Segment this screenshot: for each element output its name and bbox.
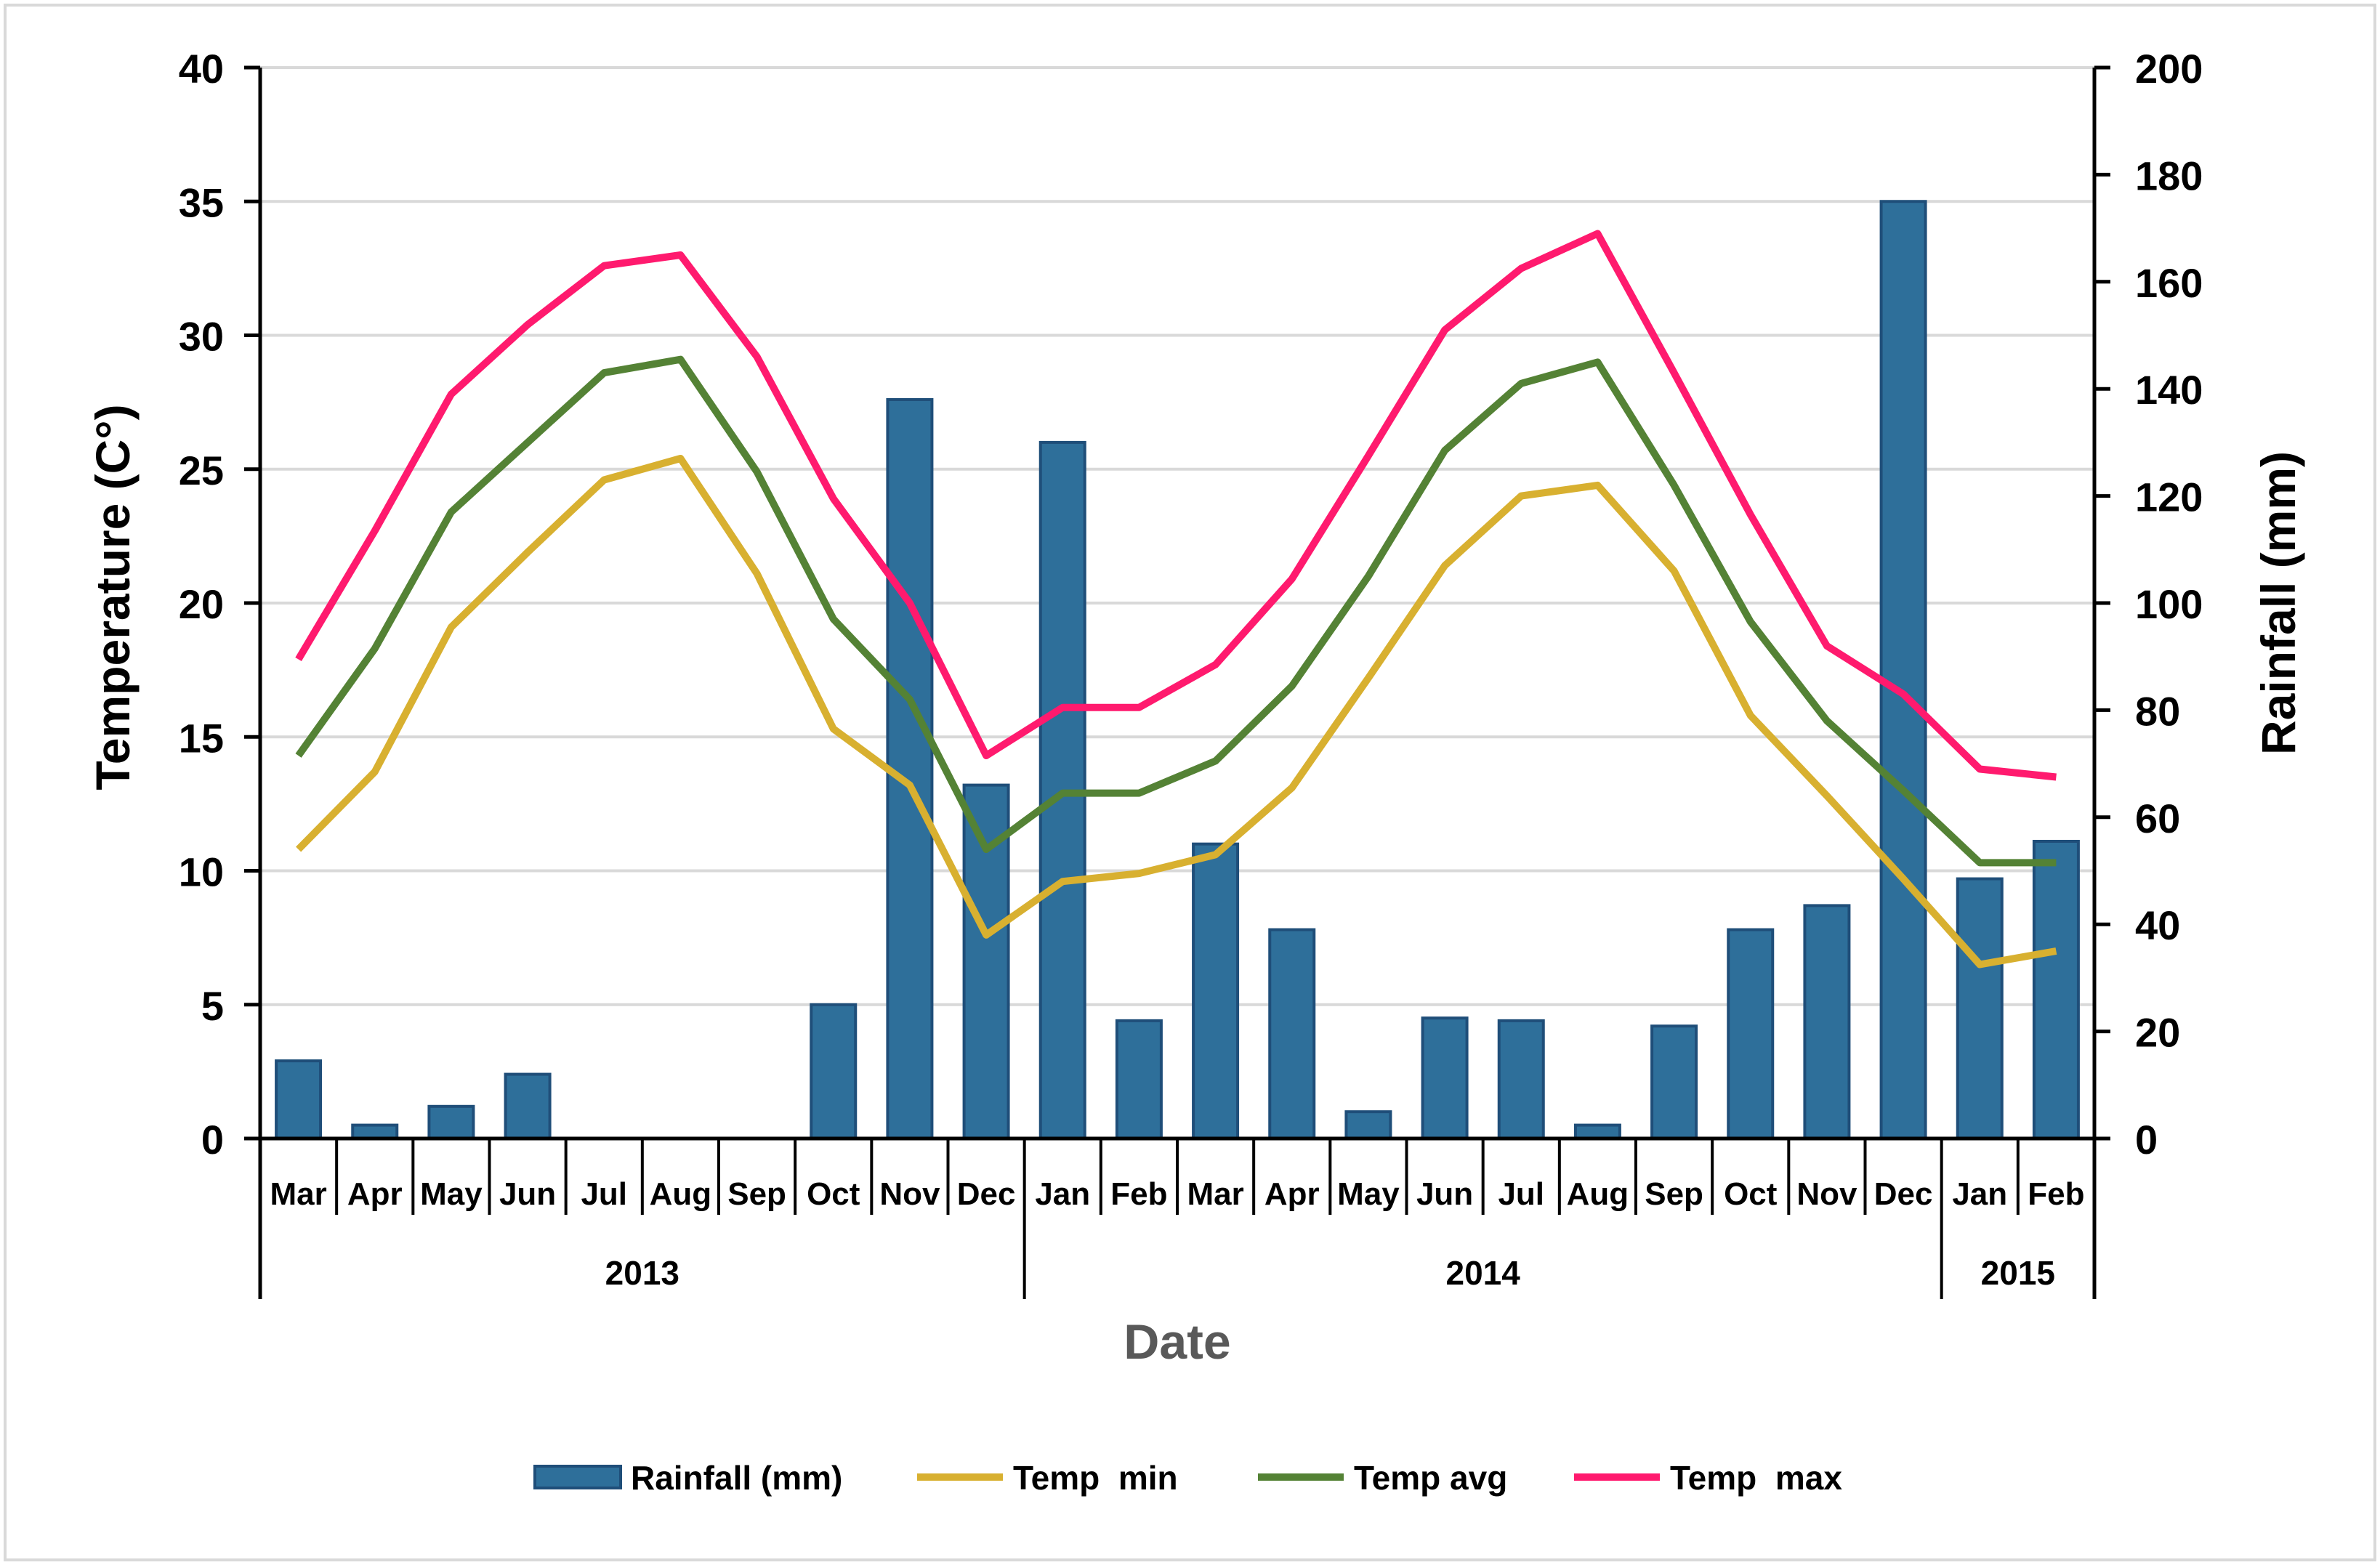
- right-axis-title: Rainfall (mm): [2251, 451, 2305, 755]
- left-tick-label: 20: [179, 581, 224, 627]
- month-label: Oct: [1724, 1176, 1778, 1212]
- legend-label: Temp min: [1013, 1459, 1178, 1497]
- right-tick-label: 160: [2135, 260, 2203, 306]
- right-axis-ticks: 0 20 40 60 80 100 120 140 160 180 200: [2094, 46, 2203, 1162]
- month-label: Jun: [1416, 1176, 1473, 1212]
- month-label: Dec: [957, 1176, 1016, 1212]
- series-line-temp-min: [296, 455, 2057, 968]
- x-axis-category-labels: Mar Apr May Jun Jul Aug Sep Oct Nov Dec Jan Feb Mar A…: [270, 1176, 2084, 1212]
- month-label: Nov: [879, 1176, 940, 1212]
- year-label: 2014: [1445, 1254, 1520, 1292]
- rainfall-bar: [1879, 200, 1927, 1140]
- month-label: Dec: [1874, 1176, 1933, 1212]
- right-tick-label: 120: [2135, 474, 2203, 520]
- series-line-temp-avg: [295, 355, 2057, 867]
- right-tick-label: 0: [2135, 1117, 2158, 1162]
- year-label: 2013: [605, 1254, 679, 1292]
- rainfall-bar: [1344, 1110, 1392, 1141]
- rainfall-bar: [1650, 1024, 1698, 1140]
- rainfall-bar: [1573, 1123, 1621, 1140]
- left-axis-title: Temperature (C°): [86, 404, 140, 790]
- month-label: Feb: [2028, 1176, 2084, 1212]
- rainfall-bar: [1421, 1016, 1469, 1141]
- left-tick-label: 35: [179, 179, 224, 225]
- rainfall-bar: [1956, 877, 2004, 1141]
- month-label: Mar: [270, 1176, 326, 1212]
- rainfall-bar: [504, 1072, 552, 1141]
- right-tick-label: 200: [2135, 46, 2203, 92]
- rainfall-bar: [1497, 1019, 1545, 1140]
- legend: Rainfall (mm) Temp min Temp avg Temp max: [533, 1459, 1842, 1497]
- month-label: Sep: [727, 1176, 786, 1212]
- rainfall-bar: [275, 1059, 323, 1141]
- right-tick-label: 140: [2135, 367, 2203, 413]
- month-label: Apr: [347, 1176, 403, 1212]
- month-label: Aug: [1567, 1176, 1629, 1212]
- rainfall-bar: [1268, 928, 1316, 1140]
- month-label: Jul: [581, 1176, 627, 1212]
- series-line-temp-max: [295, 230, 2057, 781]
- rainfall-bar: [351, 1123, 399, 1140]
- gridlines: [260, 66, 2094, 1006]
- left-axis-ticks: 0 5 10 15 20 25 30 35 40: [179, 46, 260, 1162]
- rainfall-bar: [1192, 842, 1240, 1141]
- rainfall-bar: [810, 1003, 858, 1140]
- legend-label: Temp avg: [1354, 1459, 1507, 1497]
- rainfall-bar: [1115, 1019, 1163, 1140]
- rainfall-bars: [275, 200, 2080, 1141]
- rainfall-bar: [427, 1104, 475, 1141]
- legend-swatch-rainfall: [533, 1465, 622, 1489]
- right-tick-label: 60: [2135, 796, 2180, 841]
- right-tick-label: 20: [2135, 1010, 2180, 1056]
- month-label: Jul: [1498, 1176, 1544, 1212]
- month-label: Nov: [1796, 1176, 1857, 1212]
- month-label: May: [1337, 1176, 1400, 1212]
- right-tick-label: 180: [2135, 153, 2203, 198]
- right-tick-label: 40: [2135, 902, 2180, 948]
- month-label: Jun: [499, 1176, 556, 1212]
- chart-border: [4, 4, 2376, 1561]
- x-axis-year-labels: 2013 2014 2015: [605, 1254, 2055, 1292]
- legend-label: Rainfall (mm): [631, 1459, 842, 1497]
- rainfall-bar: [886, 397, 934, 1140]
- left-tick-label: 5: [201, 983, 224, 1029]
- left-tick-label: 30: [179, 314, 224, 360]
- month-label: Aug: [650, 1176, 712, 1212]
- temperature-lines: [295, 230, 2057, 968]
- month-label: Feb: [1110, 1176, 1167, 1212]
- rainfall-bar: [1727, 928, 1775, 1140]
- legend-label: Temp max: [1670, 1459, 1842, 1497]
- right-tick-label: 100: [2135, 581, 2203, 627]
- left-tick-label: 40: [179, 46, 224, 92]
- month-label: Oct: [807, 1176, 860, 1212]
- month-label: Mar: [1187, 1176, 1243, 1212]
- axes: [258, 68, 2097, 1299]
- month-label: Apr: [1264, 1176, 1320, 1212]
- x-axis-title: Date: [1124, 1314, 1230, 1370]
- month-label: Jan: [1035, 1176, 1090, 1212]
- left-tick-label: 0: [201, 1117, 224, 1162]
- month-label: Jan: [1952, 1176, 2007, 1212]
- left-tick-label: 10: [179, 849, 224, 895]
- month-label: May: [420, 1176, 483, 1212]
- left-tick-label: 15: [179, 715, 224, 761]
- left-tick-label: 25: [179, 448, 224, 493]
- month-label: Sep: [1645, 1176, 1703, 1212]
- rainfall-bar: [1803, 904, 1851, 1141]
- right-tick-label: 80: [2135, 688, 2180, 734]
- rainfall-bar: [2032, 839, 2080, 1140]
- year-label: 2015: [1981, 1254, 2055, 1292]
